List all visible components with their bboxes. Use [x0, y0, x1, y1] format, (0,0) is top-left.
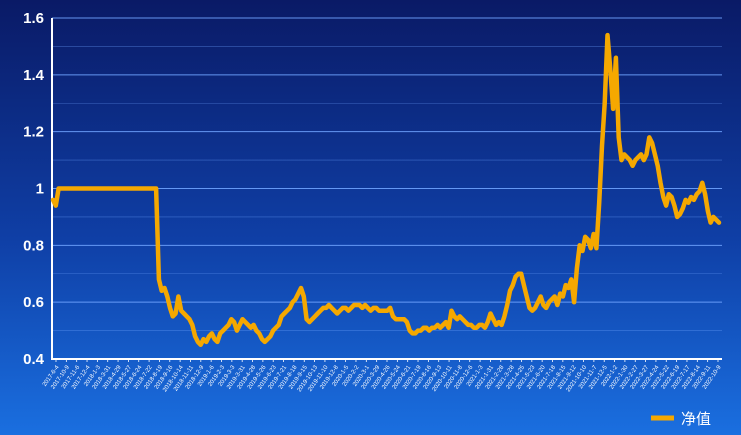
- y-tick-label: 1.4: [23, 67, 45, 84]
- legend: 净值: [651, 411, 711, 428]
- x-tick-labels: 2017-6-42017-10-92017-11-62017-12-42018-…: [42, 359, 723, 393]
- y-tick-label: 1: [36, 181, 44, 198]
- y-tick-labels: 1.6 1.4 1.2 1 0.8 0.6 0.4: [23, 10, 45, 368]
- y-tick-label: 0.8: [23, 237, 44, 254]
- series-layer: [50, 32, 722, 348]
- series-line-0: [50, 32, 722, 348]
- legend-label: 净值: [681, 411, 711, 428]
- y-tick-label: 1.6: [23, 10, 44, 27]
- grid-lines: [52, 17, 722, 331]
- y-tick-label: 0.4: [23, 351, 45, 368]
- y-tick-label: 0.6: [23, 294, 44, 311]
- y-tick-label: 1.2: [23, 124, 44, 141]
